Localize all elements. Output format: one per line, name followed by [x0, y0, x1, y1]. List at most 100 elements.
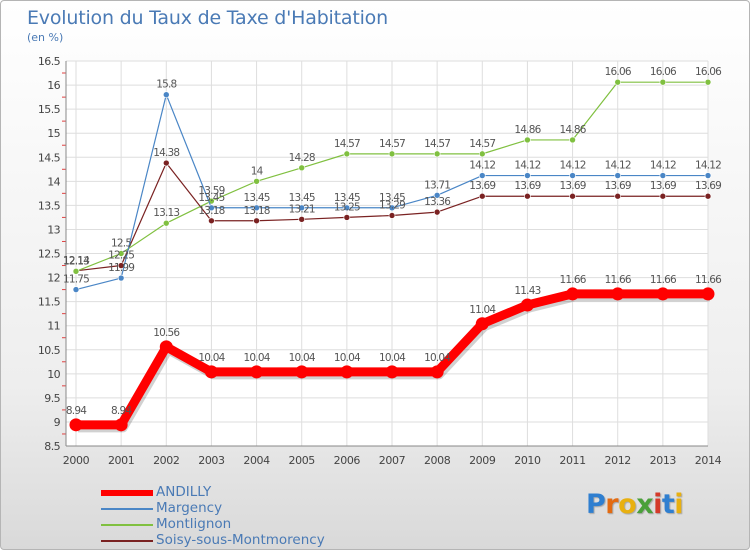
data-point: [385, 365, 399, 379]
data-label: 10.56: [153, 327, 180, 339]
data-point: [69, 418, 83, 432]
data-point: [250, 365, 264, 379]
data-label: 13.45: [334, 192, 360, 204]
legend-label-margency: Margency: [156, 500, 223, 516]
data-point: [569, 172, 576, 179]
logo-letter: x: [636, 489, 654, 520]
data-point: [478, 150, 486, 158]
data-point: [611, 287, 625, 301]
y-tick-label: 13.5: [38, 199, 61, 212]
data-label: 16.06: [650, 66, 677, 78]
data-label: 10.04: [334, 352, 361, 364]
y-tick-label: 15.5: [38, 103, 61, 116]
x-tick-label: 2005: [289, 454, 316, 467]
x-tick-label: 2002: [153, 454, 179, 467]
data-point: [524, 136, 531, 144]
legend-item-montlignon: Montlignon: [101, 517, 401, 533]
data-label: 11.43: [514, 285, 540, 297]
data-point: [298, 164, 306, 172]
data-label: 10.04: [379, 352, 406, 364]
data-point: [208, 204, 215, 212]
data-point: [298, 204, 306, 212]
data-point: [478, 192, 486, 200]
legend-swatch-andilly: [101, 490, 153, 496]
axis-layer: 8.599.51010.51111.51212.51313.51414.5151…: [38, 55, 722, 467]
data-point: [704, 192, 712, 200]
data-point: [253, 217, 260, 225]
data-label: 14.57: [424, 138, 450, 150]
legend-item-soisy: Soisy-sous-Montmorency: [101, 533, 401, 549]
y-tick-label: 12: [47, 272, 60, 285]
data-label: 13.13: [153, 207, 179, 219]
data-point: [701, 287, 715, 301]
data-label: 13.59: [198, 185, 224, 197]
data-label: 13.69: [605, 180, 631, 192]
data-label: 13.45: [198, 192, 224, 204]
x-tick-label: 2012: [605, 454, 631, 467]
data-point: [430, 365, 444, 379]
data-point: [704, 172, 712, 179]
data-label: 12.25: [108, 250, 134, 262]
logo-letter: o: [618, 489, 637, 520]
data-label: 14.12: [514, 160, 540, 172]
data-label-layer: 12.14 12.25 14.38 13.18 13.18 13.21 13.25 13.29…: [63, 66, 723, 417]
data-point: [388, 204, 396, 212]
x-tick-label: 2009: [469, 454, 496, 467]
y-tick-label: 15: [47, 127, 60, 140]
legend-swatch-montlignon: [101, 524, 153, 526]
data-label: 12.13: [63, 255, 89, 267]
data-label: 14.57: [334, 138, 360, 150]
legend-item-andilly: ANDILLY: [101, 485, 401, 501]
legend: ANDILLY Margency Montlignon Soisy-sous-M…: [101, 485, 401, 549]
data-label: 8.94: [66, 405, 87, 417]
data-label: 10.04: [424, 352, 451, 364]
data-point: [704, 78, 712, 86]
legend-swatch-margency: [101, 508, 153, 510]
data-label: 11.75: [63, 274, 89, 286]
data-label: 13.18: [244, 205, 270, 217]
data-label: 16.06: [695, 66, 722, 78]
data-label: 10.04: [198, 352, 225, 364]
data-label: 11.66: [560, 274, 587, 286]
chart-subtitle: (en %): [27, 31, 64, 44]
x-tick-label: 2000: [63, 454, 90, 467]
x-tick-label: 2011: [559, 454, 585, 467]
data-point: [162, 159, 170, 167]
data-label: 13.36: [424, 196, 451, 208]
data-label: 13.25: [334, 201, 360, 213]
data-point: [117, 250, 125, 257]
y-tick-label: 14: [47, 175, 60, 188]
data-label: 14.12: [605, 160, 631, 172]
data-label: 14.86: [514, 124, 541, 136]
data-point: [72, 286, 80, 293]
data-label: 13.69: [469, 180, 495, 192]
x-tick-label: 2013: [650, 454, 677, 467]
proxiti-logo: Proxiti: [586, 489, 684, 520]
data-label: 13.71: [424, 179, 450, 191]
data-label: 12.14: [63, 255, 90, 267]
legend-label-soisy: Soisy-sous-Montmorency: [156, 532, 325, 548]
data-point: [208, 217, 215, 225]
y-tick-label: 9.5: [44, 392, 60, 405]
y-tick-label: 10.5: [38, 344, 61, 357]
data-point: [656, 287, 670, 301]
y-tick-label: 11: [47, 320, 60, 333]
x-tick-label: 2014: [695, 454, 722, 467]
data-point: [162, 91, 170, 98]
legend-item-margency: Margency: [101, 501, 401, 517]
data-label: 14.12: [695, 160, 721, 172]
x-tick-label: 2007: [379, 454, 406, 467]
x-tick-label: 2001: [108, 454, 134, 467]
x-tick-label: 2003: [198, 454, 225, 467]
data-point: [614, 192, 622, 200]
data-point: [614, 78, 622, 86]
data-point: [343, 214, 351, 221]
data-point: [569, 192, 576, 200]
data-point: [343, 150, 351, 158]
data-label: 13.29: [379, 199, 405, 211]
data-label: 13.69: [514, 180, 540, 192]
data-point: [343, 204, 351, 212]
y-tick-label: 8.5: [44, 440, 60, 453]
